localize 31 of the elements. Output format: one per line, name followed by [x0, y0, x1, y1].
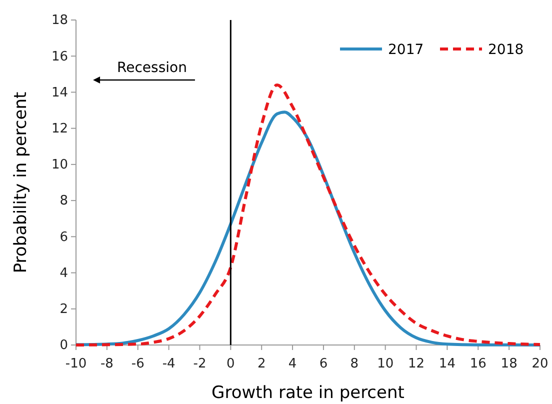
y-tick-label: 4 — [60, 266, 68, 281]
y-tick-label: 6 — [60, 230, 68, 245]
x-tick-label: -8 — [100, 356, 114, 372]
x-tick-label: 2 — [257, 356, 266, 372]
y-tick-label: 2 — [60, 302, 68, 318]
y-tick-label: 0 — [60, 338, 68, 354]
x-tick-label: -10 — [65, 356, 87, 372]
y-axis-title: Probability in percent — [11, 92, 31, 274]
annotation: Recession — [117, 60, 187, 76]
x-tick-label: 12 — [408, 356, 425, 372]
y-tick-label: 16 — [51, 49, 68, 64]
x-tick-label: 16 — [470, 356, 486, 372]
x-tick-label: 20 — [532, 356, 548, 372]
y-tick-label: 18 — [51, 13, 68, 28]
x-tick-label: 18 — [500, 356, 518, 372]
y-tick-label: 8 — [60, 194, 68, 209]
x-tick-label: 14 — [438, 356, 456, 372]
x-tick-label: 10 — [377, 356, 394, 372]
x-tick-label: -4 — [162, 356, 176, 372]
y-tick-label: 14 — [51, 85, 68, 100]
legend-label: 2018 — [488, 42, 524, 58]
legend-label: 2017 — [388, 42, 424, 58]
x-tick-label: -2 — [193, 356, 206, 372]
x-tick-label: 4 — [288, 356, 297, 372]
x-tick-label: 0 — [226, 356, 235, 372]
x-tick-label: -6 — [131, 356, 144, 372]
y-tick-label: 10 — [51, 158, 68, 173]
x-tick-label: 6 — [319, 356, 328, 372]
y-tick-label: 12 — [51, 121, 68, 136]
x-axis-title: Growth rate in percent — [212, 383, 405, 403]
x-tick-label: 8 — [350, 356, 359, 372]
